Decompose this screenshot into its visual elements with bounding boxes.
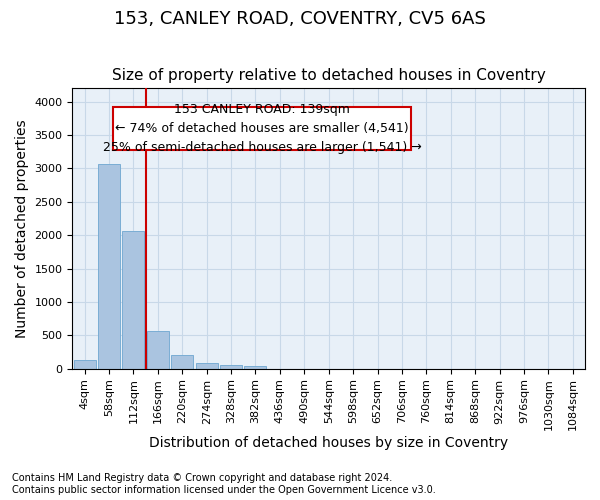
Text: Contains HM Land Registry data © Crown copyright and database right 2024.
Contai: Contains HM Land Registry data © Crown c… [12, 474, 436, 495]
Text: 153 CANLEY ROAD: 139sqm
← 74% of detached houses are smaller (4,541)
25% of semi: 153 CANLEY ROAD: 139sqm ← 74% of detache… [103, 103, 421, 154]
Bar [122, 230, 145, 368]
Bar [147, 332, 169, 368]
FancyBboxPatch shape [113, 106, 411, 150]
Bar [171, 356, 193, 368]
Bar [244, 366, 266, 368]
Text: 153, CANLEY ROAD, COVENTRY, CV5 6AS: 153, CANLEY ROAD, COVENTRY, CV5 6AS [114, 10, 486, 28]
Bar [220, 364, 242, 368]
Bar [196, 364, 218, 368]
Title: Size of property relative to detached houses in Coventry: Size of property relative to detached ho… [112, 68, 545, 83]
Bar [98, 164, 120, 368]
Bar [74, 360, 95, 368]
Y-axis label: Number of detached properties: Number of detached properties [15, 119, 29, 338]
X-axis label: Distribution of detached houses by size in Coventry: Distribution of detached houses by size … [149, 436, 508, 450]
